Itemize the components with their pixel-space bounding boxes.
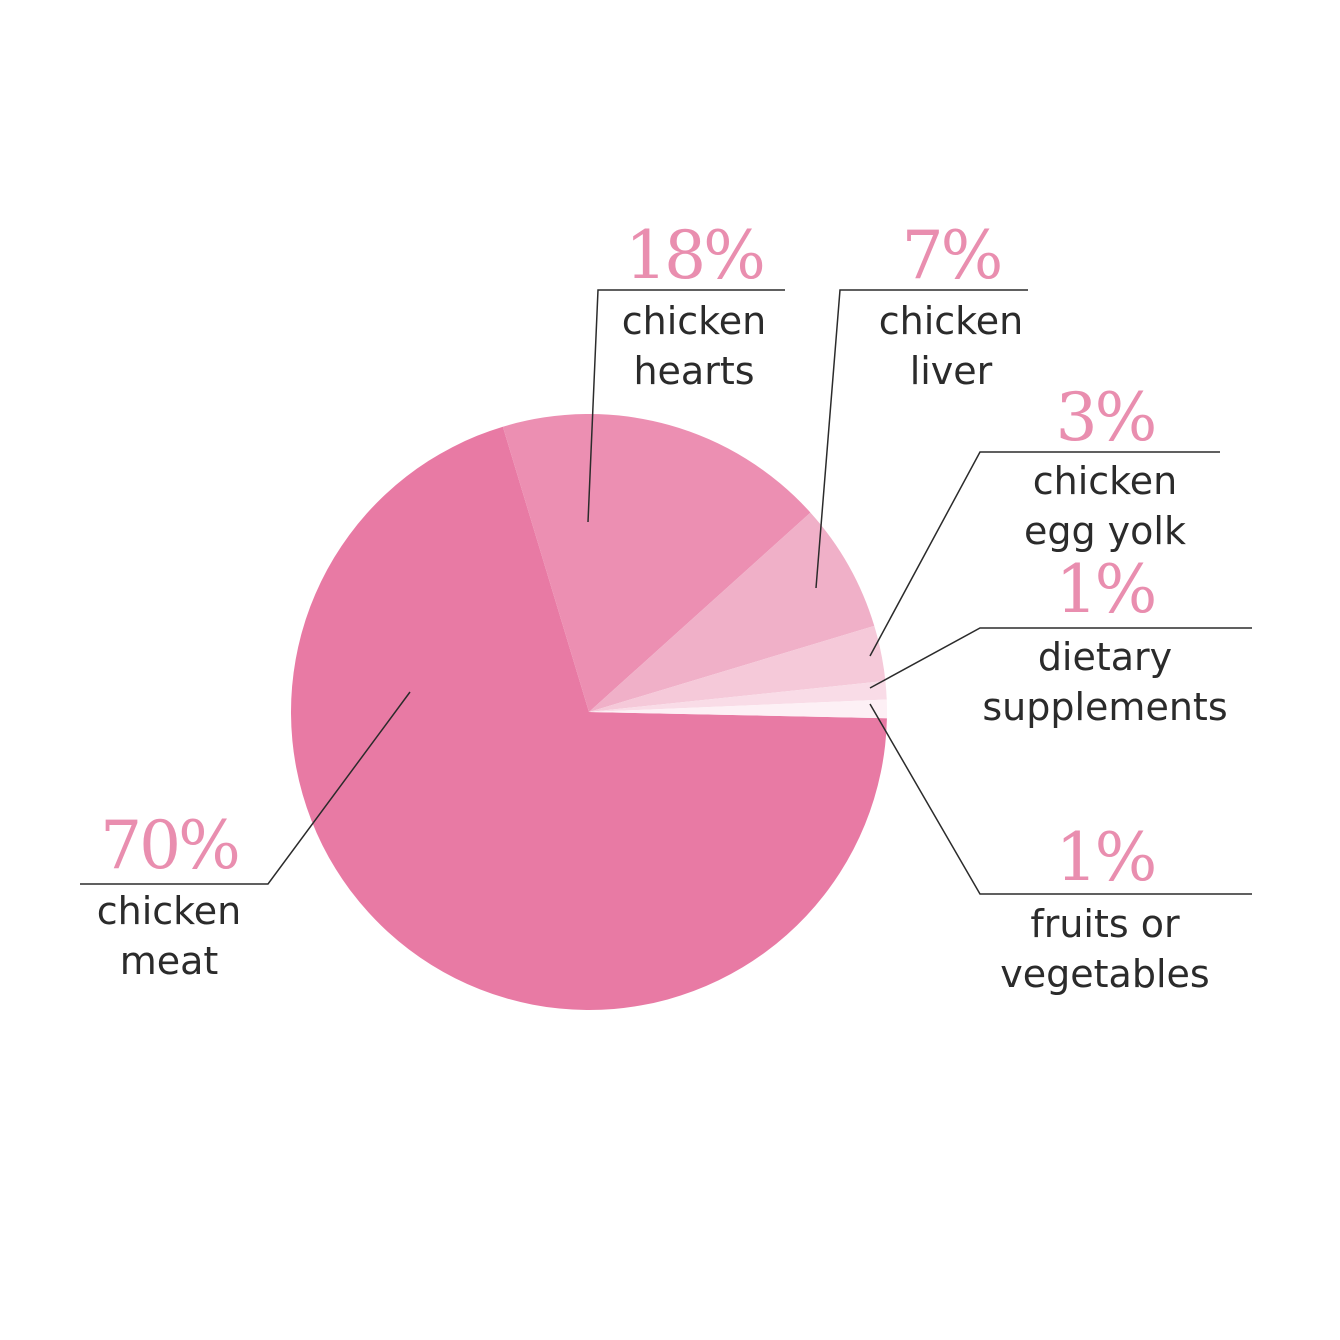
leader-line-dietary-supplements	[869, 627, 1252, 689]
value-label-fruits-or-vegetables: 1%	[1056, 819, 1155, 896]
pie-slice-dietary-supplements	[589, 680, 887, 712]
pie-slice-chicken-egg-yolk	[589, 625, 886, 712]
callout-chicken-hearts: 18% chicken hearts	[587, 217, 785, 523]
pie-slice-chicken-meat	[290, 426, 887, 1011]
category-label-chicken-liver-line1: chicken	[879, 299, 1024, 343]
leader-line-fruits-or-vegetables	[869, 703, 1252, 895]
category-label-chicken-hearts-line1: chicken	[622, 299, 767, 343]
category-label-chicken-egg-yolk-line1: chicken	[1033, 459, 1178, 503]
category-label-chicken-egg-yolk-line2: egg yolk	[1024, 509, 1186, 553]
pie-slice-fruits-or-vegetables	[589, 699, 887, 719]
callout-fruits-or-vegetables: 1% fruits or vegetables	[869, 703, 1252, 996]
value-label-chicken-liver: 7%	[902, 217, 1001, 294]
pie-slice-chicken-hearts	[502, 414, 811, 712]
category-label-chicken-meat-line1: chicken	[97, 889, 242, 933]
pie-slice-chicken-liver	[589, 512, 875, 712]
leader-line-chicken-meat	[80, 691, 411, 885]
category-label-fruits-or-vegetables-line1: fruits or	[1030, 902, 1180, 946]
category-label-dietary-supplements-line2: supplements	[982, 685, 1227, 729]
callout-chicken-liver: 7% chicken liver	[815, 217, 1028, 589]
value-label-chicken-egg-yolk: 3%	[1056, 379, 1155, 456]
leader-line-chicken-egg-yolk	[869, 451, 1220, 657]
pie-slices	[290, 414, 887, 1011]
category-label-chicken-meat-line2: meat	[120, 939, 219, 983]
value-label-chicken-hearts: 18%	[625, 217, 763, 294]
category-label-dietary-supplements-line1: dietary	[1038, 635, 1172, 679]
category-label-fruits-or-vegetables-line2: vegetables	[1000, 952, 1209, 996]
callout-chicken-meat: 70% chicken meat	[80, 691, 411, 983]
callout-chicken-egg-yolk: 3% chicken egg yolk	[869, 379, 1220, 657]
category-label-chicken-hearts-line2: hearts	[633, 349, 754, 393]
leader-line-chicken-liver	[815, 289, 1028, 589]
callout-dietary-supplements: 1% dietary supplements	[869, 551, 1252, 729]
value-label-dietary-supplements: 1%	[1056, 551, 1155, 628]
value-label-chicken-meat: 70%	[100, 807, 238, 884]
category-label-chicken-liver-line2: liver	[910, 349, 993, 393]
leader-line-chicken-hearts	[587, 289, 785, 523]
